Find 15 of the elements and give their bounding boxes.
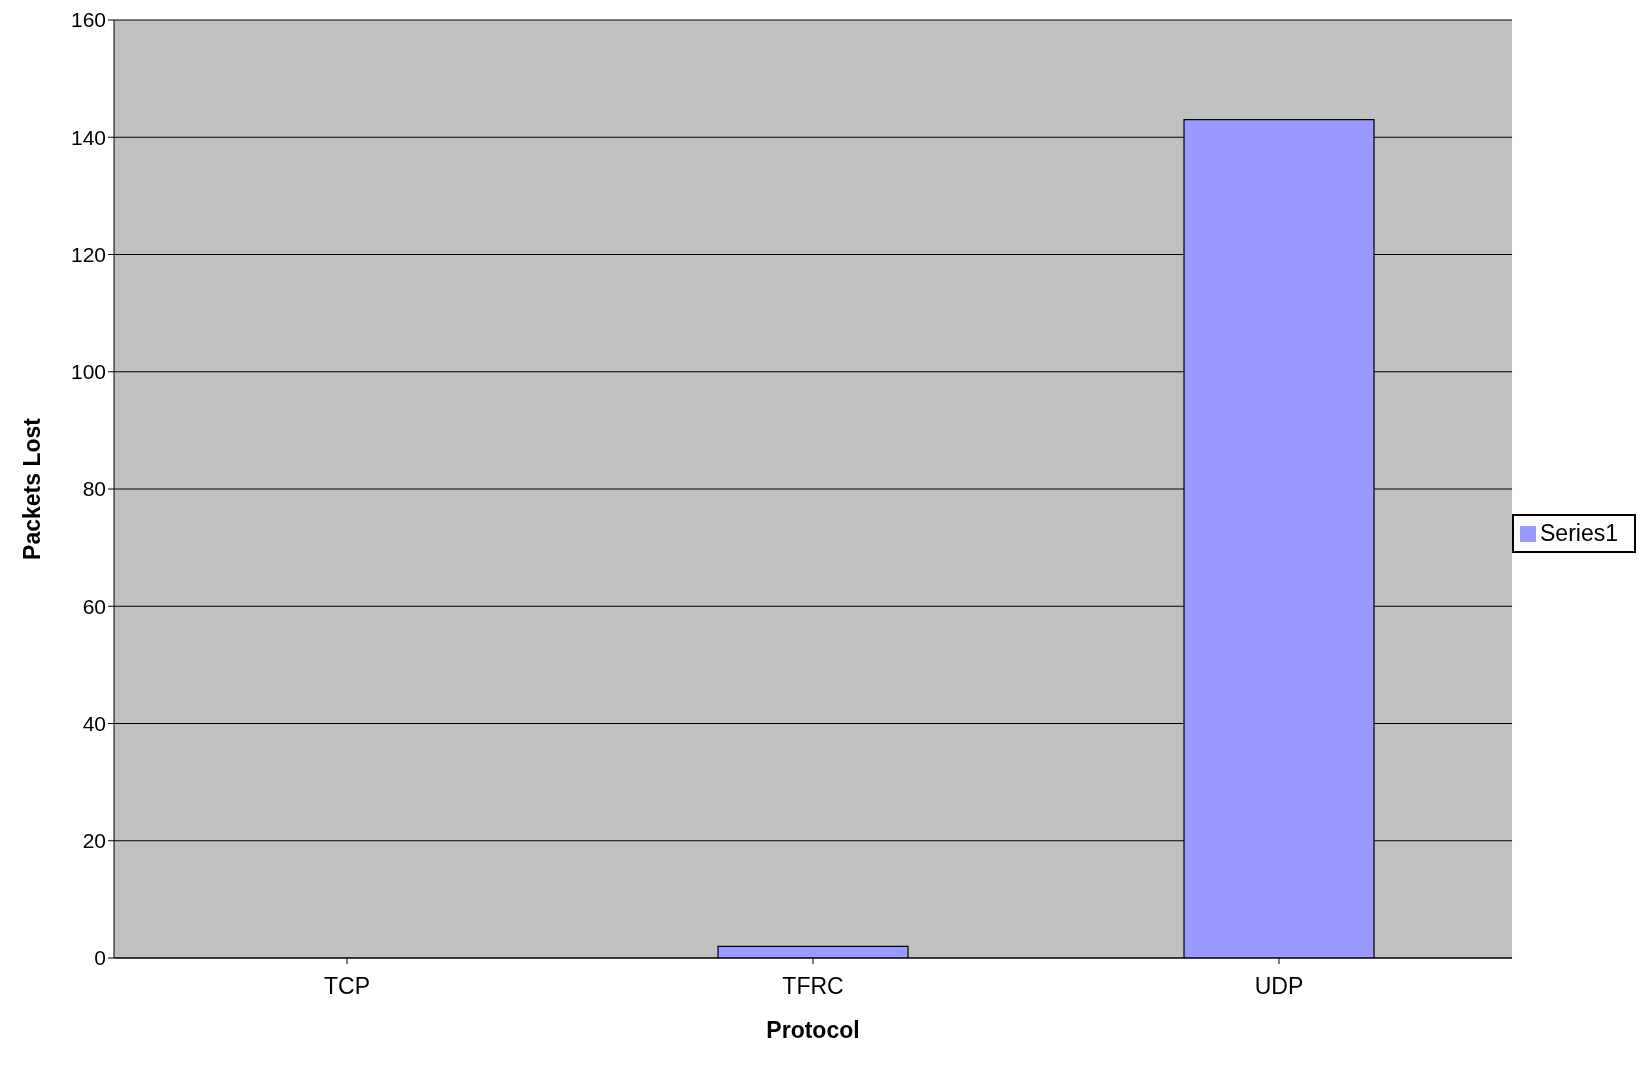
y-tick-label: 60 <box>82 594 106 618</box>
x-tick-label: UDP <box>1254 973 1304 1000</box>
x-tick-label: TFRC <box>782 973 844 1000</box>
y-tick-label: 20 <box>82 829 106 853</box>
x-axis-title: Protocol <box>766 1017 860 1043</box>
y-tick-label: 160 <box>70 8 106 32</box>
y-axis-title: Packets Lost <box>19 417 46 560</box>
y-tick-label: 140 <box>70 125 106 149</box>
y-tick-label: 80 <box>82 477 106 501</box>
y-tick-label: 0 <box>94 946 106 970</box>
x-tick-label: TCP <box>324 973 370 1000</box>
y-tick-label: 100 <box>70 360 106 384</box>
y-tick-label: 120 <box>70 242 106 266</box>
legend-label: Series1 <box>1540 519 1618 546</box>
y-tick-label: 40 <box>82 711 106 735</box>
